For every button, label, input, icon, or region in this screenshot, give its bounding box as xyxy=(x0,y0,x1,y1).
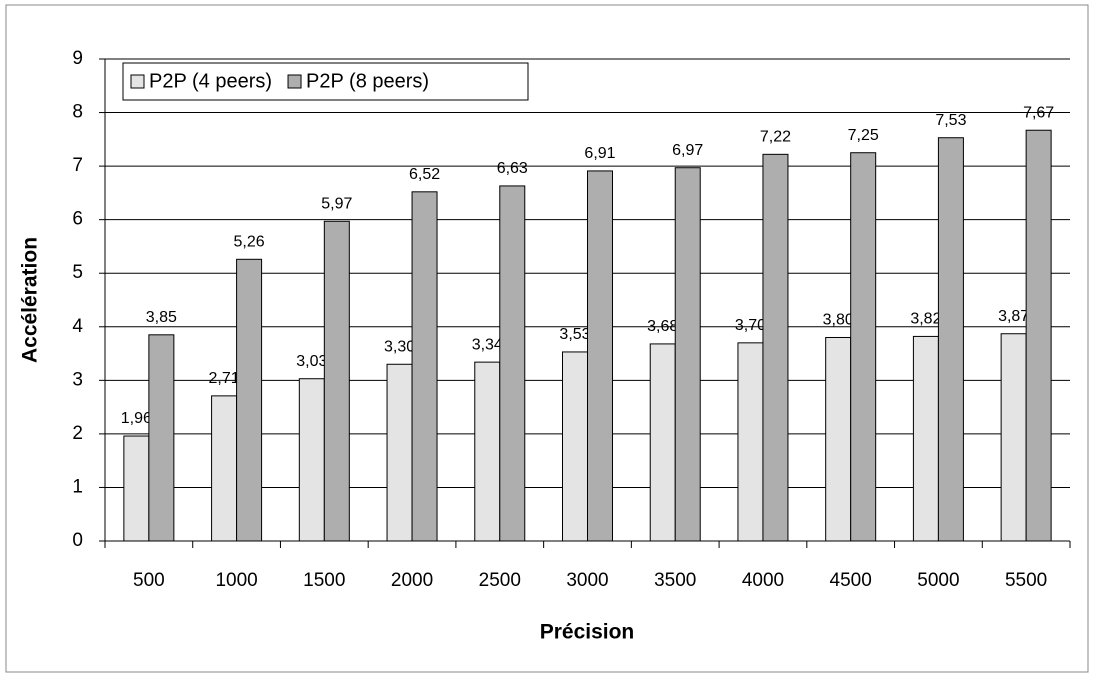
y-tick-label: 7 xyxy=(72,155,83,176)
value-label: 7,67 xyxy=(1023,104,1054,121)
bar xyxy=(649,343,676,542)
bar xyxy=(937,137,964,542)
value-label: 3,87 xyxy=(998,308,1029,325)
x-tick-label: 2000 xyxy=(391,570,433,591)
value-label: 3,68 xyxy=(647,318,678,335)
value-label: 3,30 xyxy=(384,338,415,355)
value-label: 3,82 xyxy=(910,311,941,328)
y-axis-title: Accélération xyxy=(19,237,42,363)
bar xyxy=(474,361,501,542)
x-tick-label: 5500 xyxy=(1005,570,1047,591)
value-label: 7,22 xyxy=(760,129,791,146)
value-label: 6,63 xyxy=(497,160,528,177)
y-tick-label: 8 xyxy=(72,102,83,123)
legend-label: P2P (4 peers) xyxy=(149,70,272,92)
bar xyxy=(323,220,350,542)
y-tick-label: 4 xyxy=(72,316,83,337)
bar xyxy=(298,378,325,542)
chart-frame xyxy=(5,4,1089,673)
x-tick-label: 1000 xyxy=(215,570,257,591)
legend-swatch xyxy=(130,74,145,89)
bar xyxy=(825,336,852,542)
value-label: 2,71 xyxy=(209,370,240,387)
legend-box xyxy=(122,62,529,101)
x-tick-label: 2500 xyxy=(479,570,521,591)
bar xyxy=(912,335,939,542)
bar xyxy=(1025,129,1052,542)
value-label: 5,26 xyxy=(234,234,265,251)
bar xyxy=(148,334,175,542)
bar xyxy=(562,351,588,542)
bar xyxy=(850,152,877,542)
value-label: 1,96 xyxy=(121,410,152,427)
bar xyxy=(123,435,150,542)
bar xyxy=(411,191,438,542)
value-label: 7,53 xyxy=(935,112,966,129)
bar xyxy=(386,363,413,542)
value-label: 6,97 xyxy=(672,142,703,159)
bar xyxy=(762,153,789,542)
value-label: 3,34 xyxy=(472,336,503,353)
bar xyxy=(674,167,701,542)
value-label: 6,52 xyxy=(409,166,440,183)
y-tick-label: 6 xyxy=(72,209,83,230)
y-tick-label: 5 xyxy=(72,262,83,283)
value-label: 3,80 xyxy=(823,312,854,329)
x-tick-label: 1500 xyxy=(303,570,345,591)
value-label: 3,53 xyxy=(559,326,590,343)
legend-label: P2P (8 peers) xyxy=(306,70,429,92)
y-tick-label: 1 xyxy=(72,476,83,497)
value-label: 6,91 xyxy=(584,145,615,162)
y-tick-label: 9 xyxy=(72,48,83,69)
bar xyxy=(587,170,613,542)
x-tick-label: 4000 xyxy=(742,570,784,591)
x-tick-label: 3500 xyxy=(654,570,696,591)
legend-swatch xyxy=(287,74,302,89)
value-label: 7,25 xyxy=(848,127,879,144)
y-tick-label: 2 xyxy=(72,423,83,444)
bar xyxy=(499,185,526,542)
x-tick-label: 500 xyxy=(133,570,165,591)
x-tick-label: 3000 xyxy=(566,570,608,591)
x-axis-title: Précision xyxy=(540,621,635,644)
x-tick-label: 4500 xyxy=(830,570,872,591)
value-label: 3,70 xyxy=(735,317,766,334)
value-label: 3,03 xyxy=(296,353,327,370)
value-label: 5,97 xyxy=(321,195,352,212)
value-label: 3,85 xyxy=(146,309,177,326)
bar xyxy=(737,342,764,542)
bar xyxy=(1000,333,1027,542)
bar xyxy=(236,258,263,542)
y-tick-label: 0 xyxy=(72,530,83,551)
bar xyxy=(211,395,238,542)
y-tick-label: 3 xyxy=(72,369,83,390)
x-tick-label: 5000 xyxy=(917,570,959,591)
